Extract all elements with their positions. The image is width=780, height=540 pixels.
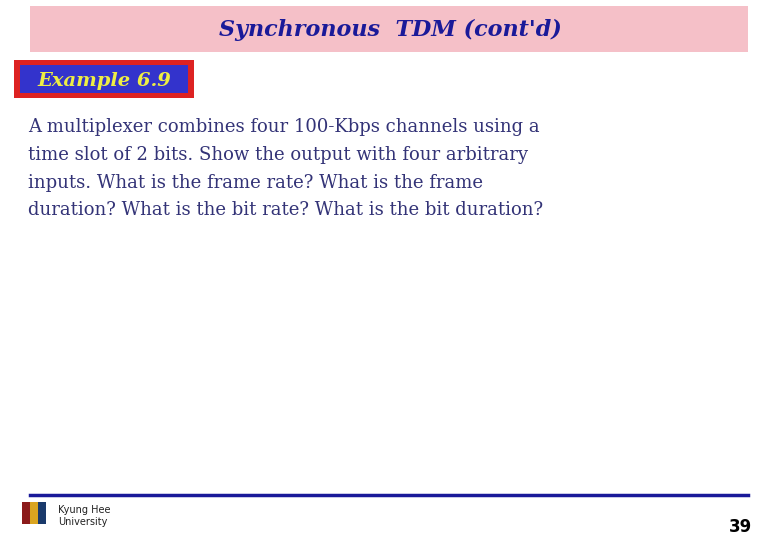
FancyBboxPatch shape (30, 502, 38, 524)
Text: University: University (58, 517, 108, 527)
FancyBboxPatch shape (22, 502, 30, 524)
FancyBboxPatch shape (30, 6, 748, 52)
FancyBboxPatch shape (14, 60, 194, 98)
Text: 39: 39 (729, 518, 752, 536)
Text: Example 6.9: Example 6.9 (37, 72, 171, 90)
FancyBboxPatch shape (20, 65, 188, 93)
Text: A multiplexer combines four 100-Kbps channels using a
time slot of 2 bits. Show : A multiplexer combines four 100-Kbps cha… (28, 118, 543, 219)
Text: Synchronous  TDM (cont'd): Synchronous TDM (cont'd) (218, 19, 562, 41)
FancyBboxPatch shape (38, 502, 46, 524)
Text: Kyung Hee: Kyung Hee (58, 505, 111, 515)
